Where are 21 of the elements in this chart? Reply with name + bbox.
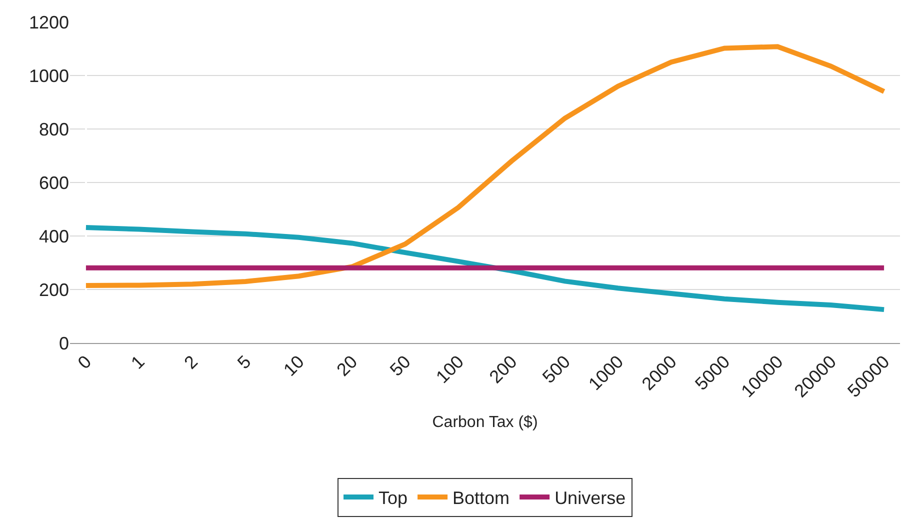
legend-label: Top [378, 488, 408, 508]
y-tick-label: 0 [58, 333, 69, 354]
x-tick-label: 500 [538, 352, 574, 388]
x-tick-label: 2 [180, 352, 202, 373]
x-tick-label: 10 [280, 352, 308, 380]
x-tick-label: 0 [74, 352, 96, 373]
x-tick-label: 50 [386, 352, 414, 380]
x-tick-label: 100 [432, 352, 468, 388]
x-tick-label: 1 [127, 352, 148, 373]
y-tick-label: 400 [38, 226, 69, 246]
x-tick-label: 5 [234, 352, 255, 373]
y-tick-label: 1000 [28, 66, 69, 86]
x-tick-label: 200 [485, 352, 521, 388]
x-tick-label: 20 [332, 352, 362, 380]
legend-label: Universe [554, 488, 626, 508]
y-tick-label: 200 [38, 280, 69, 300]
y-tick-label: 800 [38, 119, 69, 140]
y-tick-label: 600 [38, 172, 69, 193]
y-tick-label: 1200 [28, 12, 69, 32]
x-axis-title: Carbon Tax ($) [432, 414, 538, 431]
legend-label: Bottom [452, 488, 510, 508]
